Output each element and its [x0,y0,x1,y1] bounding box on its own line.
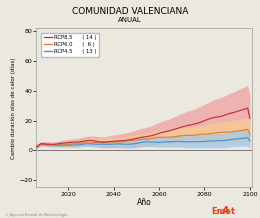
X-axis label: Año: Año [137,198,152,207]
Y-axis label: Cambio duración olas de calor (días): Cambio duración olas de calor (días) [11,57,16,159]
Text: COMUNIDAD VALENCIANA: COMUNIDAD VALENCIANA [72,7,188,15]
Text: Emet: Emet [211,207,235,216]
Text: © Agencia Estatal de Meteorología: © Agencia Estatal de Meteorología [5,213,67,217]
Legend: RCP8.5      ( 14 ), RCP6.0      (  6 ), RCP4.5      ( 13 ): RCP8.5 ( 14 ), RCP6.0 ( 6 ), RCP4.5 ( 13… [41,32,99,56]
Text: ANUAL: ANUAL [118,17,142,24]
Text: A: A [221,206,229,216]
